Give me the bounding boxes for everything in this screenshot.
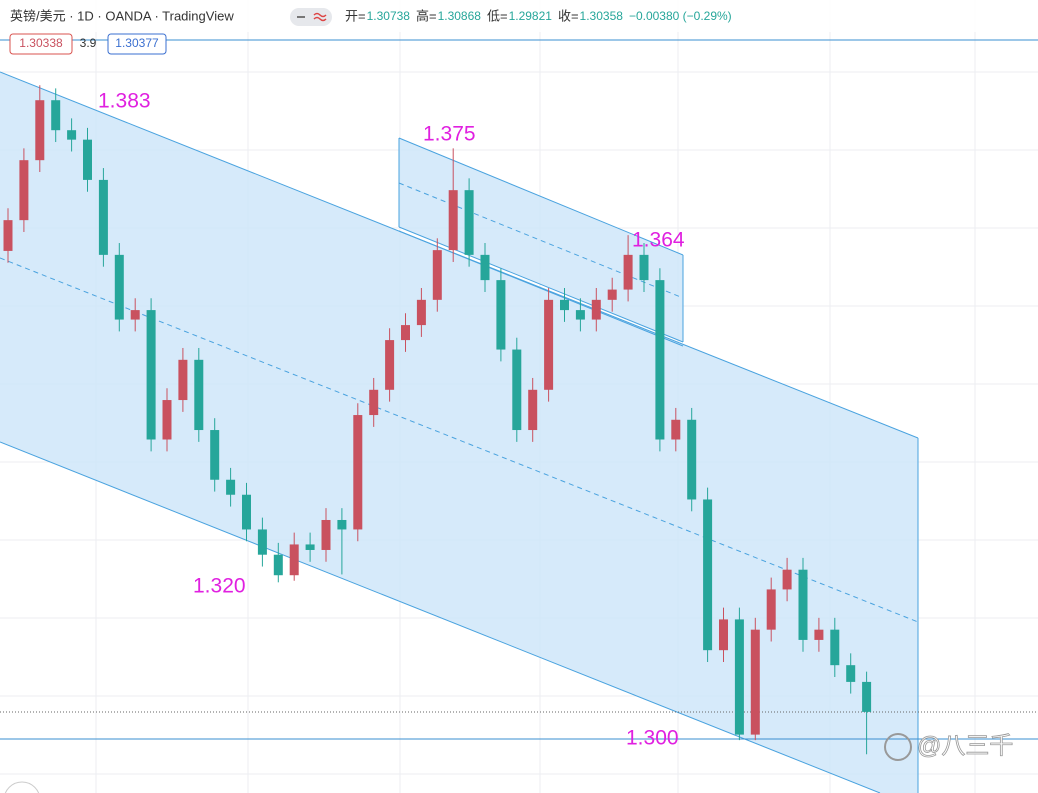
badge-text: 1.30338 [19,36,63,50]
candle-body [226,479,236,495]
candle-body [607,289,617,300]
candle-body [575,310,585,320]
candle-body [289,544,299,576]
candle-body [671,419,681,440]
ohlc-legend: 开= 1.30738 高= 1.30868 低= 1.29821 收= 1.30358 −0.0… [345,8,732,23]
badge-text: 3.9 [80,36,97,50]
ohlc-value: 1.30868 [438,9,482,23]
candle-body [623,254,633,290]
watermark-icon [884,733,912,761]
channel-fill [0,72,918,793]
candle-body [130,310,140,320]
ohlc-value: 1.29821 [509,9,553,23]
candle-body [448,190,458,251]
candles [3,85,872,755]
candle-body [639,254,649,281]
badge [107,33,167,55]
watermark: @八三千 [917,732,1013,759]
candle-body [591,299,601,320]
ohlc-label: 收= [558,8,579,23]
candle-body [321,519,331,550]
candle-body [210,430,220,480]
candle-body [703,499,713,651]
candle-body [51,100,61,131]
candle-body [337,519,347,530]
candle-body [401,325,410,341]
candle-body [830,629,840,666]
candle-body [512,349,522,431]
ohlc-label: 开= [345,8,366,23]
candle-body [734,619,744,735]
annotation: 1.383 [98,90,151,113]
toggle-icon [313,12,327,22]
candle-body [432,250,442,300]
candle-body [67,130,77,140]
candle-body [766,589,776,630]
candle-body [750,629,760,735]
candle-body [194,359,204,431]
candle-body [353,415,363,530]
candle-body [305,544,315,550]
candle-body [19,160,29,221]
candle-body [257,529,267,555]
header-bg [0,0,1038,32]
annotation: 1.364 [632,229,685,252]
candle-body [544,299,554,390]
ohlc-label: 高= [416,8,437,23]
candle-body [146,310,156,440]
corner-icon [4,781,40,793]
candle-body [846,665,856,682]
annotation: 1.375 [423,123,476,146]
candle-body [162,400,172,440]
symbol: 英镑/美元 · 1D · OANDA · TradingView [10,8,234,23]
candle-body [687,419,697,500]
badge [9,33,73,55]
toggle[interactable] [290,8,332,26]
candle-body [782,569,792,590]
candle-body [273,554,283,576]
candle-body [480,254,490,281]
annotation: 1.300 [626,727,679,750]
candle-body [98,179,108,255]
candle-body [528,389,538,431]
candle-body [719,619,728,651]
candle-body [862,681,872,712]
candle-body [464,190,474,255]
candle-body [496,280,506,350]
candle-body [178,359,188,401]
candle-body [35,100,45,161]
candle-body [385,340,395,390]
ohlc-label: 低= [487,8,508,23]
candle-body [814,629,824,640]
badge-text: 1.30377 [115,36,159,50]
candle-body [560,299,569,311]
candle-body [242,494,251,530]
candle-body [369,389,379,416]
annotation: 1.320 [193,575,246,598]
ohlc-value: 1.30358 [580,9,624,23]
candle-body [798,569,808,640]
candle-body [114,254,124,320]
change: −0.00380 (−0.29%) [629,9,732,23]
ohlc-value: 1.30738 [367,9,411,23]
candle-body [655,280,665,440]
candle-body [3,220,13,251]
candle-body [83,139,92,180]
candle-body [416,299,426,326]
